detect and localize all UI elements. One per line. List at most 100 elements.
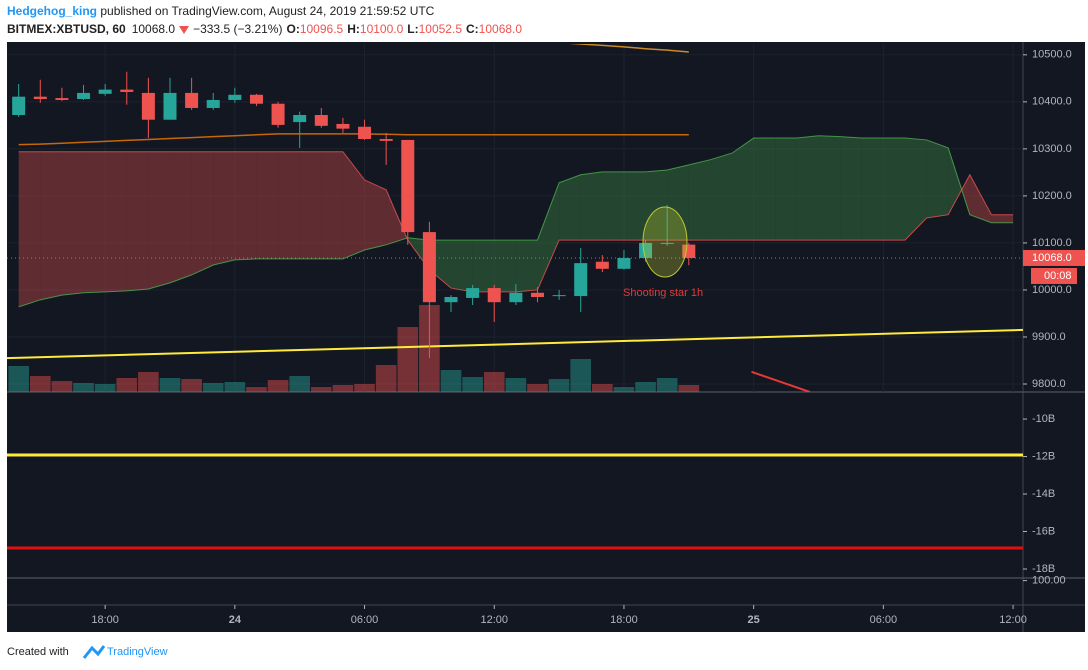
candle-body [271,103,285,125]
cloud [148,151,170,290]
candle-body [401,139,415,233]
footer-brand[interactable]: TradingView [107,646,168,658]
l-value: 10052.5 [419,22,463,36]
cloud [40,151,62,300]
candle-body [509,292,523,303]
cloud [169,151,192,283]
cloud [18,151,41,307]
y-tick-label: 10000.0 [1032,284,1072,296]
symbol-line: BITMEX:XBTUSD, 60 10068.0 −333.5 (−3.21%) O… [7,22,522,36]
trendline [751,370,811,392]
c-value: 10068.0 [479,22,523,36]
cloud [342,151,365,259]
candle-body [552,295,566,297]
h-key: H: [347,22,360,36]
candle-body [379,138,393,141]
volume-bar [375,365,397,392]
cloud [105,151,127,292]
indicator-line [569,44,689,53]
main-pane [7,44,1023,392]
cloud [451,240,473,292]
cloud [256,151,279,259]
y-tick-label: -14B [1032,488,1055,500]
candle-body [206,99,220,108]
header-line: Hedgehog_king published on TradingView.c… [7,4,435,18]
footer-text: Created with [7,646,69,658]
last-price-label: 10068.0 [1032,252,1072,264]
volume-bar [462,377,483,392]
x-tick-label: 18:00 [610,614,638,626]
down-arrow [179,26,189,34]
cloud [191,151,214,275]
volume-bar [94,384,116,392]
span-a [18,135,1014,308]
candle-body [530,292,544,298]
published: published on TradingView.com, August 24,… [97,4,435,18]
volume-bar [548,379,570,392]
y-tick-label: 9800.0 [1032,378,1066,390]
cloud [840,136,862,241]
y-tick-label: 10300.0 [1032,143,1072,155]
candle-body [314,115,328,126]
candle-body [444,297,458,303]
candle-body [55,98,69,100]
y-tick-label: 10200.0 [1032,190,1072,202]
volume-bar [635,382,656,392]
candle-body [228,94,242,100]
volume-bar [592,384,613,392]
x-tick-label: 18:00 [91,614,119,626]
volume-bar [311,387,332,392]
cloud [83,151,106,293]
y-tick-label: 10500.0 [1032,49,1072,61]
y-tick-label: -16B [1032,525,1055,537]
y-tick-label: 100.00 [1032,575,1066,587]
volume-bar [678,385,700,392]
l-key: L: [407,22,418,36]
cloud [818,135,841,241]
candle-body [336,123,350,129]
candle-body [617,257,631,269]
countdown-box [1031,267,1077,284]
cloud [234,151,257,260]
volume-bar [51,381,73,392]
cloud [710,153,733,241]
volume-bar [332,385,354,392]
c-key: C: [466,22,479,36]
candle-body [574,263,588,297]
volume-bar [267,380,289,392]
y-tick-label: -18B [1032,563,1055,575]
volume-bar [397,327,419,392]
cloud [537,182,560,290]
volume-bar [656,378,678,392]
candle-body [12,96,26,116]
annotation: Shooting star 1h [623,287,703,299]
candle-body [422,232,436,303]
cloud [494,240,516,292]
volume-bar [505,378,527,392]
change: −333.5 (−3.21%) [193,22,282,36]
volume-bar [570,359,592,392]
volume-bar [8,366,29,392]
author[interactable]: Hedgehog_king [7,4,97,18]
volume-bar [224,382,246,392]
candle-body [33,96,47,100]
candle-body [595,261,609,269]
y-tick-label: 10400.0 [1032,96,1072,108]
symbol: BITMEX:XBTUSD, 60 [7,22,126,36]
logo [82,645,106,659]
candle-body [185,92,199,108]
o-value: 10096.5 [300,22,344,36]
cloud [278,151,300,259]
last-price-box [1023,249,1085,266]
x-tick-label: 24 [229,614,242,626]
x-tick-label: 12:00 [999,614,1027,626]
cloud [904,138,927,241]
cloud [961,174,970,215]
candle-body [77,92,91,100]
candle-body [639,242,653,258]
x-tick-label: 12:00 [480,614,508,626]
volume-bar [613,387,635,392]
volume-bar [138,372,159,392]
cloud [126,151,149,291]
y-tick-label: 10100.0 [1032,237,1072,249]
